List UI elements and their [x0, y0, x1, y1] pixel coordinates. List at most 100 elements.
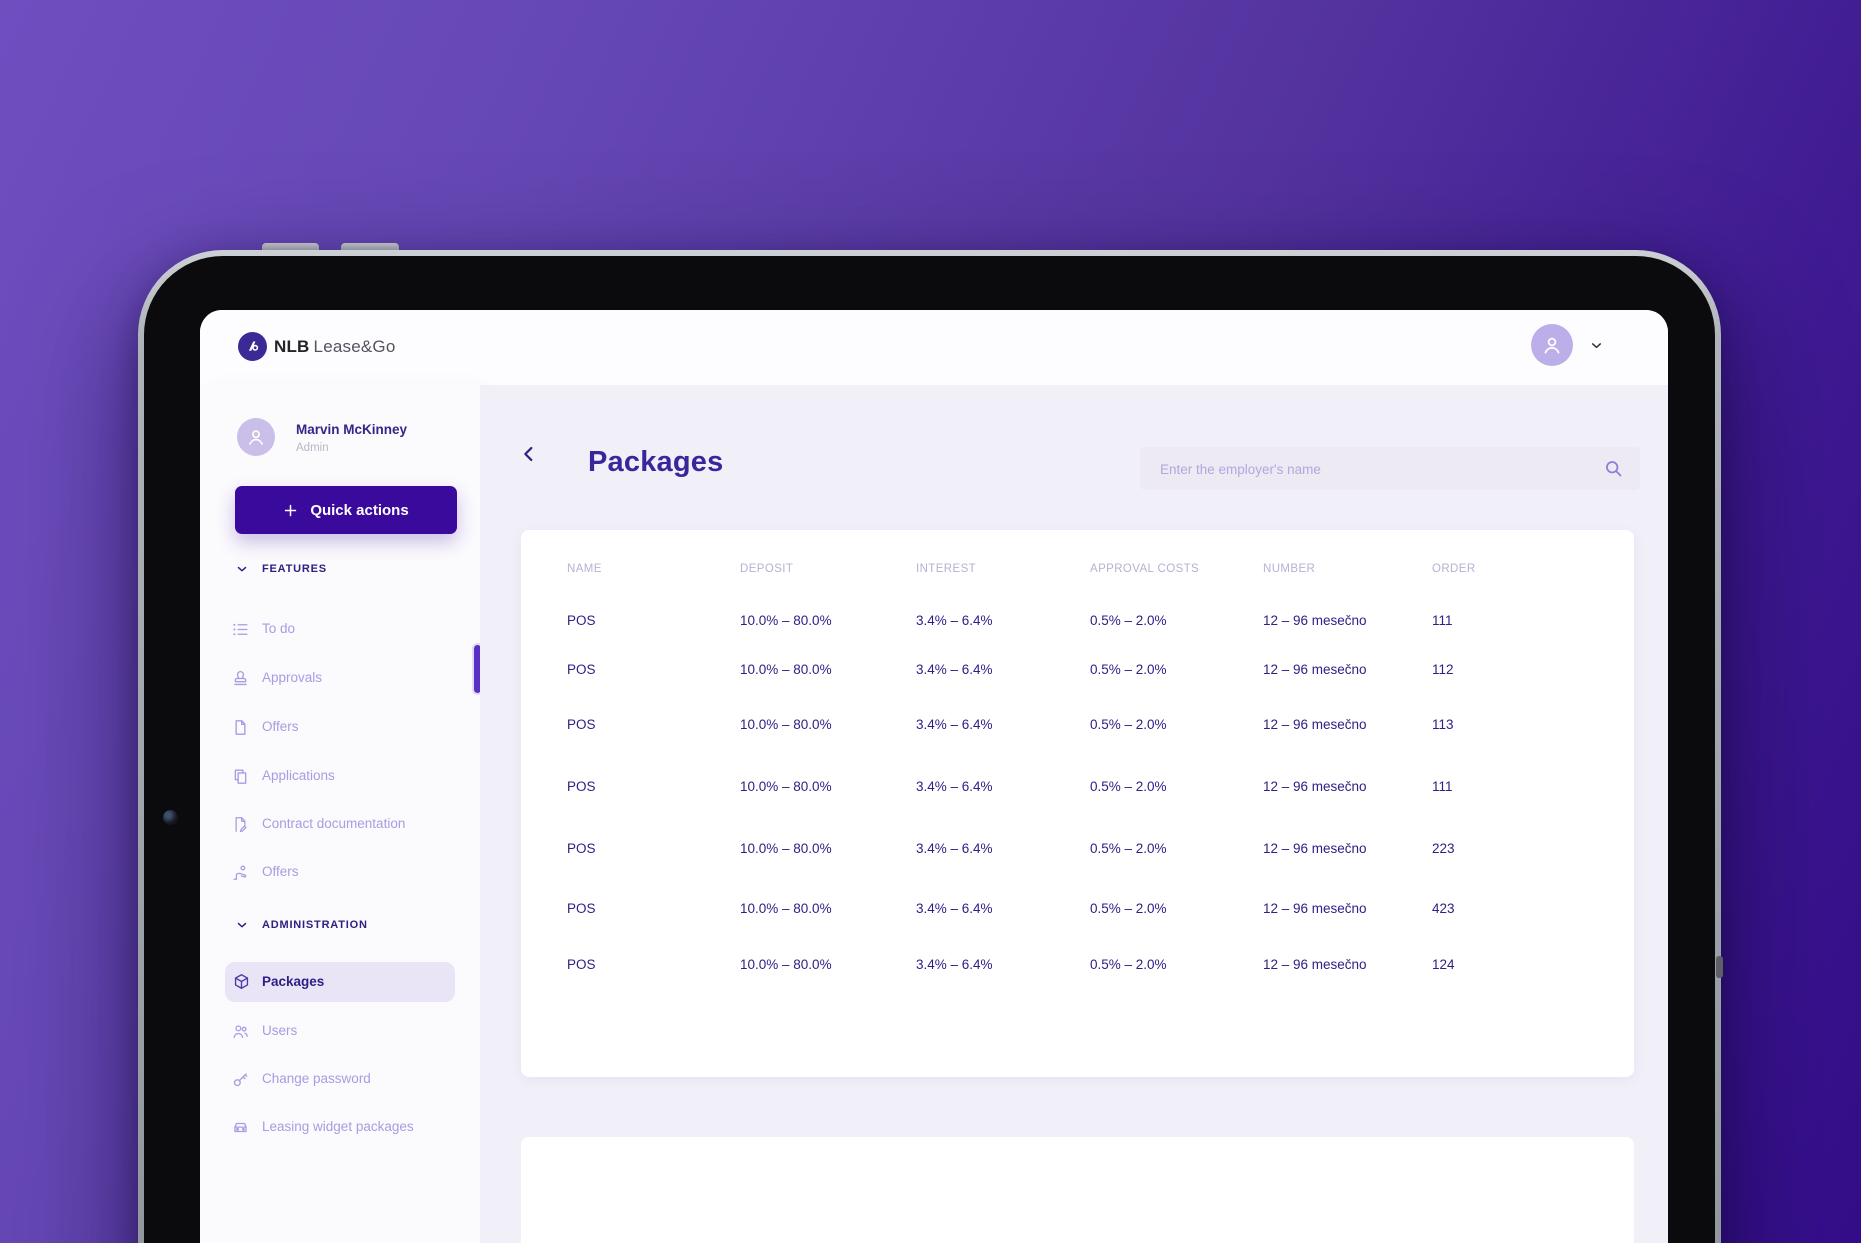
column-header: NAME [567, 563, 602, 575]
table-cell: 12 – 96 mesečno [1263, 841, 1367, 856]
section-header-administration[interactable]: ADMINISTRATION [200, 916, 480, 934]
table-row[interactable]: POS 10.0% – 80.0% 3.4% – 6.4% 0.5% – 2.0% 12… [521, 901, 1634, 923]
table-cell: 423 [1432, 901, 1455, 916]
sidebar-item-packages[interactable]: Packages [225, 962, 455, 1002]
table-cell: 3.4% – 6.4% [916, 957, 993, 972]
table-cell: 0.5% – 2.0% [1090, 901, 1167, 916]
table-cell: 0.5% – 2.0% [1090, 779, 1167, 794]
sidebar-item-users[interactable]: Users [200, 1020, 480, 1044]
users-icon [231, 1022, 250, 1041]
sidebar-item-label: To do [262, 621, 296, 636]
section-label: ADMINISTRATION [262, 919, 368, 931]
table-cell: 0.5% – 2.0% [1090, 662, 1167, 677]
sidebar-item-label: Contract documentation [262, 816, 406, 831]
table-cell: 0.5% – 2.0% [1090, 841, 1167, 856]
back-chevron-button[interactable] [518, 443, 544, 469]
todo-list-icon [231, 620, 250, 639]
table-row[interactable]: POS 10.0% – 80.0% 3.4% – 6.4% 0.5% – 2.0% 12… [521, 662, 1634, 684]
column-header: ORDER [1432, 563, 1476, 575]
sidebar-item-applications[interactable]: Applications [200, 765, 480, 789]
chevron-down-icon [235, 562, 249, 576]
employer-search [1140, 447, 1640, 492]
table-cell: POS [567, 662, 596, 677]
table-cell: 112 [1432, 662, 1454, 677]
sidebar-item-offers[interactable]: Offers [200, 716, 480, 740]
nlb-logo-icon [238, 332, 267, 361]
table-cell: 12 – 96 mesečno [1263, 717, 1367, 732]
sidebar-item-label: Change password [262, 1071, 371, 1086]
user-menu[interactable] [1531, 324, 1604, 366]
sidebar-profile[interactable]: Marvin McKinney Admin [200, 385, 480, 475]
avatar[interactable] [1531, 324, 1573, 366]
sidebar-item-label: Leasing widget packages [262, 1119, 414, 1134]
stamp-icon [231, 669, 250, 688]
table-row[interactable]: POS 10.0% – 80.0% 3.4% – 6.4% 0.5% – 2.0% 12… [521, 779, 1634, 801]
table-cell: 3.4% – 6.4% [916, 717, 993, 732]
sidebar-item-label: Packages [262, 974, 325, 989]
table-cell: POS [567, 957, 596, 972]
table-cell: 3.4% – 6.4% [916, 841, 993, 856]
table-cell: 3.4% – 6.4% [916, 662, 993, 677]
packages-table-card: NAME DEPOSIT INTEREST APPROVAL COSTS NUM… [521, 530, 1634, 1077]
table-cell: 12 – 96 mesečno [1263, 779, 1367, 794]
table-cell: POS [567, 901, 596, 916]
table-cell: 111 [1432, 779, 1453, 794]
sidebar-item-label: Users [262, 1023, 298, 1038]
package-box-icon [232, 972, 251, 991]
chevron-down-icon[interactable] [1589, 338, 1604, 353]
table-cell: 10.0% – 80.0% [740, 779, 832, 794]
column-header: DEPOSIT [740, 563, 794, 575]
key-icon [231, 1070, 250, 1089]
document-icon [231, 718, 250, 737]
profile-name: Marvin McKinney [296, 422, 408, 437]
column-header: APPROVAL COSTS [1090, 563, 1200, 575]
sidebar-scrollbar-thumb[interactable] [474, 645, 481, 693]
table-cell: 12 – 96 mesečno [1263, 901, 1367, 916]
table-row[interactable]: POS 10.0% – 80.0% 3.4% – 6.4% 0.5% – 2.0% 12… [521, 957, 1634, 979]
table-cell: 10.0% – 80.0% [740, 717, 832, 732]
table-cell: 0.5% – 2.0% [1090, 613, 1167, 628]
section-label: FEATURES [262, 563, 327, 575]
table-cell: POS [567, 613, 596, 628]
table-cell: 3.4% – 6.4% [916, 901, 993, 916]
table-cell: 223 [1432, 841, 1455, 856]
sidebar-item-label: Applications [262, 768, 335, 783]
profile-role: Admin [296, 442, 329, 454]
brand-name-rest: Lease&Go [313, 336, 396, 356]
sidebar-item-label: Offers [262, 719, 299, 734]
sidebar-item-approvals[interactable]: Approvals [200, 667, 480, 691]
table-cell: 0.5% – 2.0% [1090, 957, 1167, 972]
column-header: INTEREST [916, 563, 977, 575]
sidebar-item-to-do[interactable]: To do [200, 618, 480, 642]
table-header-row: NAME DEPOSIT INTEREST APPROVAL COSTS NUM… [521, 563, 1634, 579]
sidebar-item-change-password[interactable]: Change password [200, 1068, 480, 1092]
table-row[interactable]: POS 10.0% – 80.0% 3.4% – 6.4% 0.5% – 2.0% 12… [521, 841, 1634, 863]
quick-actions-button[interactable]: Quick actions [235, 486, 457, 534]
car-icon [231, 1118, 250, 1137]
sidebar-item-leasing-widget-packages[interactable]: Leasing widget packages [200, 1116, 480, 1140]
table-cell: POS [567, 779, 596, 794]
sidebar-item-contract-documentation[interactable]: Contract documentation [200, 813, 480, 837]
search-icon[interactable] [1603, 458, 1624, 479]
table-cell: 12 – 96 mesečno [1263, 613, 1367, 628]
page-title: Packages [588, 446, 724, 478]
table-cell: 10.0% – 80.0% [740, 841, 832, 856]
brand-logo: NLB Lease&Go [238, 332, 395, 361]
table-cell: 113 [1432, 717, 1454, 732]
table-body: POS 10.0% – 80.0% 3.4% – 6.4% 0.5% – 2.0% 12… [521, 530, 1634, 1077]
sidebar-item-offers-2[interactable]: Offers [200, 861, 480, 885]
table-row[interactable]: POS 10.0% – 80.0% 3.4% – 6.4% 0.5% – 2.0% 12… [521, 717, 1634, 739]
front-camera-icon [163, 810, 178, 825]
sidebar-item-label: Offers [262, 864, 299, 879]
sidebar-item-label: Approvals [262, 670, 323, 685]
table-row[interactable]: POS 10.0% – 80.0% 3.4% – 6.4% 0.5% – 2.0% 12… [521, 613, 1634, 635]
search-input[interactable] [1158, 447, 1592, 492]
table-cell: 10.0% – 80.0% [740, 957, 832, 972]
table-cell: 124 [1432, 957, 1455, 972]
section-header-features[interactable]: FEATURES [200, 560, 480, 578]
table-cell: 10.0% – 80.0% [740, 613, 832, 628]
table-cell: 10.0% – 80.0% [740, 901, 832, 916]
table-cell: 111 [1432, 613, 1453, 628]
plus-icon [283, 503, 298, 518]
